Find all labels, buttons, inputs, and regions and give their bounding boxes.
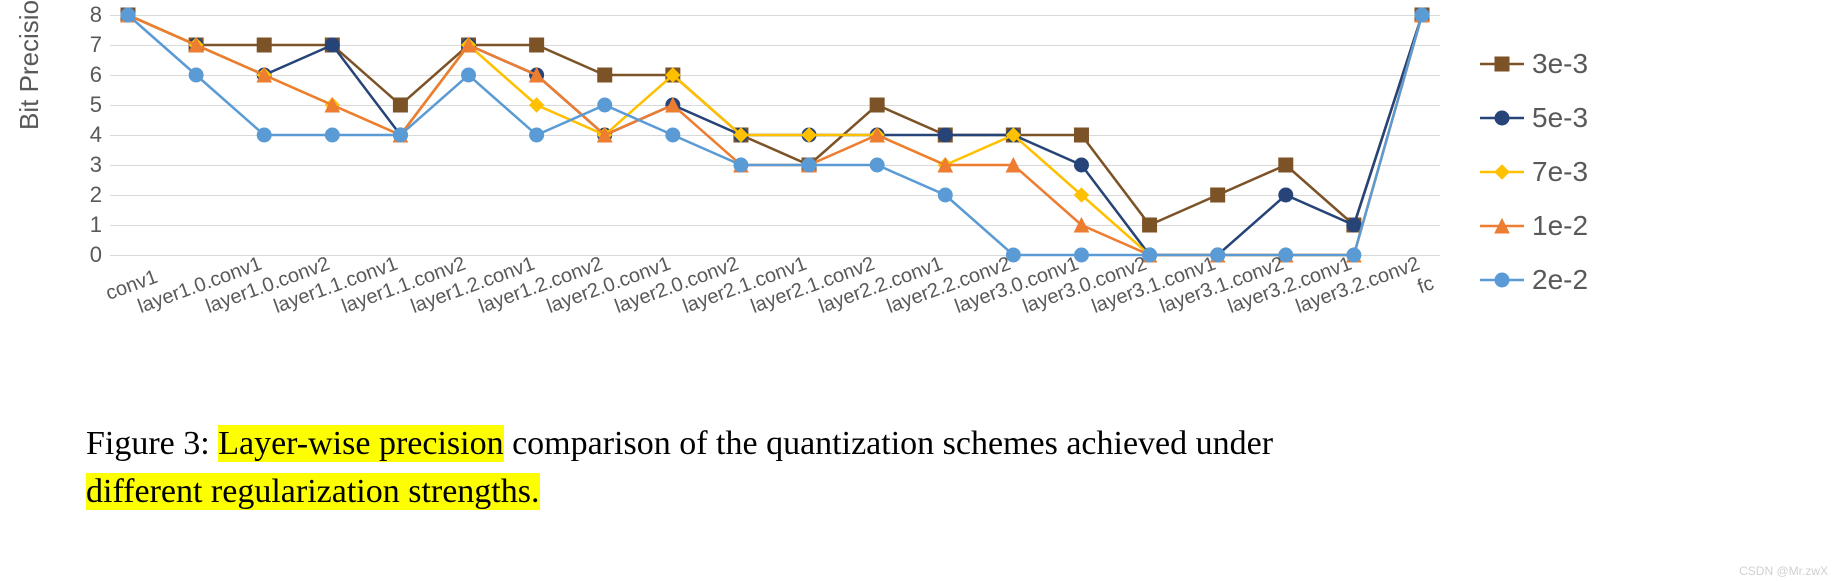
- series-marker-3e-3: [1074, 128, 1088, 142]
- y-tick-label: 7: [42, 32, 102, 58]
- series-marker-5e-3: [1347, 218, 1361, 232]
- series-marker-5e-3: [325, 38, 339, 52]
- series-marker-2e-2: [325, 128, 339, 142]
- series-marker-2e-2: [189, 68, 203, 82]
- legend-label: 2e-2: [1532, 264, 1588, 296]
- series-marker-2e-2: [870, 158, 884, 172]
- legend-label: 7e-3: [1532, 156, 1588, 188]
- series-marker-5e-3: [938, 128, 952, 142]
- series-marker-2e-2: [938, 188, 952, 202]
- legend-item: 5e-3: [1480, 94, 1680, 142]
- legend-item: 1e-2: [1480, 202, 1680, 250]
- legend-marker-icon: [1480, 108, 1524, 128]
- chart-svg: [110, 15, 1440, 255]
- y-tick-label: 5: [42, 92, 102, 118]
- series-marker-2e-2: [666, 128, 680, 142]
- legend-marker-icon: [1480, 270, 1524, 290]
- y-tick-label: 0: [42, 242, 102, 268]
- caption-prefix: Figure 3:: [86, 425, 218, 462]
- x-tick-label: fc: [1415, 272, 1437, 299]
- watermark: CSDN @Mr.zwX: [1739, 564, 1828, 578]
- series-marker-2e-2: [462, 68, 476, 82]
- series-line-3e-3: [128, 15, 1422, 225]
- legend-item: 3e-3: [1480, 40, 1680, 88]
- legend-item: 7e-3: [1480, 148, 1680, 196]
- legend-marker-icon: [1480, 216, 1524, 236]
- figure-caption: Figure 3: Layer-wise precision compariso…: [86, 420, 1526, 515]
- y-tick-label: 3: [42, 152, 102, 178]
- legend-label: 3e-3: [1532, 48, 1588, 80]
- series-marker-2e-2: [1415, 8, 1429, 22]
- series-marker-2e-2: [598, 98, 612, 112]
- series-marker-2e-2: [121, 8, 135, 22]
- legend-marker-icon: [1480, 54, 1524, 74]
- series-marker-3e-3: [1211, 188, 1225, 202]
- legend-marker-icon: [1480, 162, 1524, 182]
- series-marker-3e-3: [257, 38, 271, 52]
- y-tick-label: 1: [42, 212, 102, 238]
- y-tick-label: 2: [42, 182, 102, 208]
- legend-label: 5e-3: [1532, 102, 1588, 134]
- legend-label: 1e-2: [1532, 210, 1588, 242]
- series-marker-3e-3: [1279, 158, 1293, 172]
- series-marker-3e-3: [393, 98, 407, 112]
- series-marker-3e-3: [598, 68, 612, 82]
- caption-highlight-1: Layer-wise precision: [218, 425, 503, 462]
- y-tick-label: 8: [42, 2, 102, 28]
- series-marker-2e-2: [393, 128, 407, 142]
- series-marker-2e-2: [734, 158, 748, 172]
- series-marker-3e-3: [870, 98, 884, 112]
- chart-container: Bit Precision 012345678 conv1layer1.0.co…: [30, 10, 1450, 350]
- series-marker-3e-3: [530, 38, 544, 52]
- caption-mid: comparison of the quantization schemes a…: [504, 425, 1273, 462]
- y-axis-label: Bit Precision: [14, 0, 45, 130]
- legend-item: 2e-2: [1480, 256, 1680, 304]
- caption-highlight-2: different regularization strengths.: [86, 473, 540, 510]
- series-marker-2e-2: [257, 128, 271, 142]
- y-tick-label: 4: [42, 122, 102, 148]
- plot-area: conv1layer1.0.conv1layer1.0.conv2layer1.…: [110, 15, 1440, 255]
- series-marker-3e-3: [1143, 218, 1157, 232]
- series-marker-2e-2: [802, 158, 816, 172]
- series-marker-2e-2: [530, 128, 544, 142]
- series-marker-5e-3: [1074, 158, 1088, 172]
- series-marker-5e-3: [1279, 188, 1293, 202]
- y-tick-label: 6: [42, 62, 102, 88]
- legend: 3e-3 5e-3 7e-3 1e-2 2e-2: [1480, 40, 1680, 310]
